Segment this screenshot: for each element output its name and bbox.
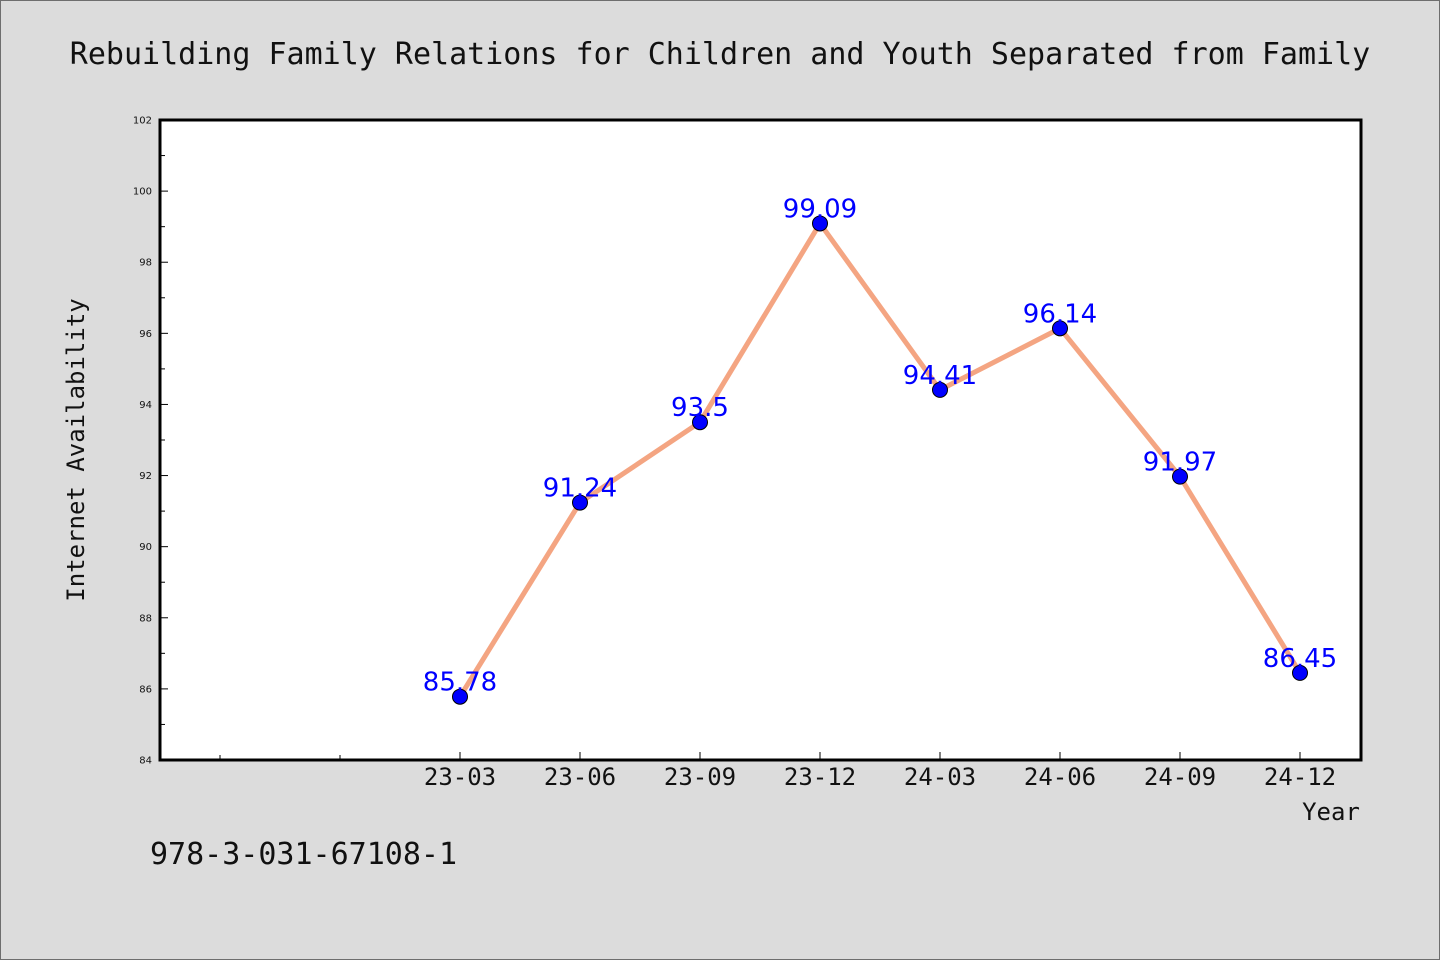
y-tick-label: 86: [139, 684, 152, 695]
data-point: [1292, 664, 1308, 681]
x-tick-label: 24-03: [904, 763, 976, 791]
data-label: 93.5: [671, 393, 729, 423]
data-label: 86.45: [1263, 644, 1337, 674]
footnote-isbn: 978-3-031-67108-1: [150, 837, 457, 872]
data-point: [932, 381, 948, 398]
data-label: 91.97: [1143, 448, 1217, 478]
y-tick-label: 84: [139, 756, 152, 767]
plot-area: [158, 118, 1363, 762]
chart-title: Rebuilding Family Relations for Children…: [70, 37, 1370, 72]
y-tick-label: 90: [139, 542, 152, 553]
data-label: 85.78: [423, 668, 497, 698]
data-label: 94.41: [903, 361, 977, 391]
data-point: [572, 494, 588, 511]
series-line-group: [457, 220, 1303, 700]
x-axis-label: Year: [1302, 798, 1360, 826]
data-point: [1172, 468, 1188, 485]
x-tick-label: 23-09: [664, 763, 736, 791]
data-point: [812, 215, 828, 232]
y-tick-label: 102: [133, 116, 152, 127]
y-tick-label: 88: [139, 613, 152, 624]
data-label: 99.09: [783, 194, 857, 224]
data-label: 96.14: [1023, 299, 1097, 329]
data-point: [452, 688, 468, 705]
y-tick-label: 98: [139, 258, 152, 269]
data-points: [452, 215, 1308, 705]
data-point: [692, 414, 708, 431]
series-line: [457, 220, 1303, 700]
y-axis: 84 86 88 90 92 94 96 98 100 102: [133, 116, 168, 767]
x-tick-label: 23-12: [784, 763, 856, 791]
y-tick-label: 92: [139, 471, 152, 482]
x-tick-label: 23-06: [544, 763, 616, 791]
data-point: [1052, 320, 1068, 337]
x-tick-label: 23-03: [424, 763, 496, 791]
y-tick-label: 96: [139, 329, 152, 340]
y-tick-label: 100: [133, 187, 152, 198]
y-tick-label: 94: [139, 400, 152, 411]
data-label: 91.24: [543, 474, 617, 504]
x-tick-label: 24-09: [1144, 763, 1216, 791]
y-axis-label: Internet Availability: [62, 298, 90, 601]
data-labels: 85.78 91.24 93.5 99.09 94.41 96.14 91.97 86.45: [423, 194, 1337, 697]
x-tick-label: 24-12: [1264, 763, 1336, 791]
x-axis: 23-03 23-06 23-09 23-12 24-03 24-06 24-09 24-12: [219, 752, 1336, 791]
x-tick-label: 24-06: [1024, 763, 1096, 791]
